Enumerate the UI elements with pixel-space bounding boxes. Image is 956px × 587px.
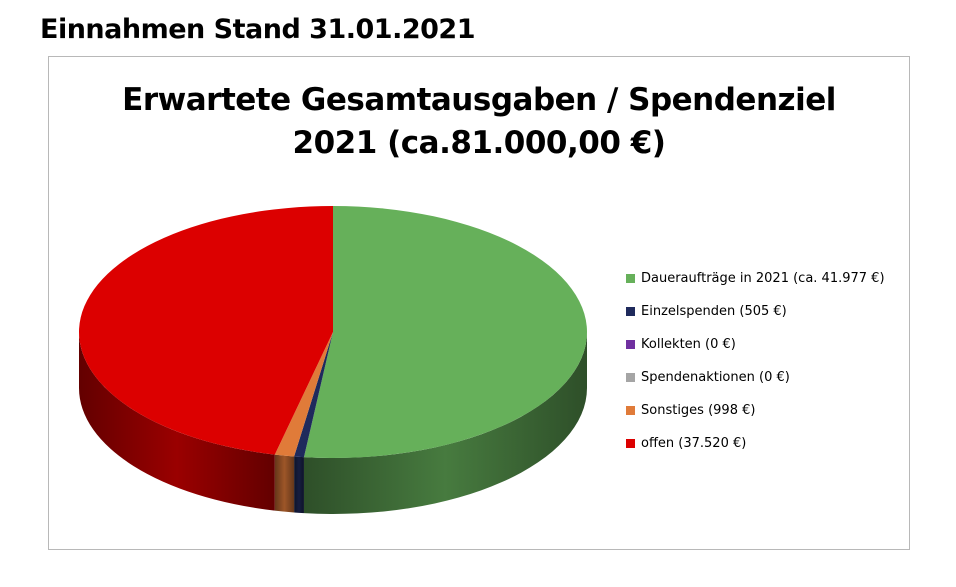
- pie-side-walls: [79, 332, 587, 514]
- pie-slice-1: [294, 332, 333, 458]
- chart-title-line-1: Erwartete Gesamtausgaben / Spendenziel: [122, 82, 836, 118]
- page-heading: Einnahmen Stand 31.01.2021: [40, 14, 475, 45]
- legend-label: Sonstiges (998 €): [641, 403, 756, 418]
- legend-item: Daueraufträge in 2021 (ca. 41.977 €): [626, 262, 885, 295]
- legend-swatch: [626, 439, 635, 448]
- pie-chart: [78, 206, 587, 514]
- legend-swatch: [626, 307, 635, 316]
- pie-side-4: [274, 454, 295, 513]
- chart-frame: Erwartete Gesamtausgaben / Spendenziel 2…: [48, 56, 910, 550]
- legend-label: Daueraufträge in 2021 (ca. 41.977 €): [641, 271, 885, 286]
- legend-item: offen (37.520 €): [626, 427, 885, 460]
- pie-slice-5: [78, 206, 333, 455]
- chart-legend: Daueraufträge in 2021 (ca. 41.977 €) Einz…: [626, 262, 885, 460]
- pie-slice-4: [274, 332, 333, 457]
- legend-swatch: [626, 406, 635, 415]
- legend-item: Spendenaktionen (0 €): [626, 361, 885, 394]
- pie-top: [78, 206, 587, 458]
- legend-swatch: [626, 373, 635, 382]
- legend-label: offen (37.520 €): [641, 436, 747, 451]
- legend-label: Kollekten (0 €): [641, 337, 736, 352]
- legend-label: Einzelspenden (505 €): [641, 304, 787, 319]
- legend-label: Spendenaktionen (0 €): [641, 370, 790, 385]
- pie-side-5: [79, 332, 275, 511]
- pie-side-1: [294, 456, 304, 514]
- chart-title: Erwartete Gesamtausgaben / Spendenziel 2…: [49, 79, 909, 165]
- legend-item: Einzelspenden (505 €): [626, 295, 885, 328]
- legend-swatch: [626, 274, 635, 283]
- legend-item: Sonstiges (998 €): [626, 394, 885, 427]
- pie-side-0: [303, 332, 587, 514]
- pie-slice-0: [303, 206, 587, 458]
- legend-swatch: [626, 340, 635, 349]
- chart-title-line-2: 2021 (ca.81.000,00 €): [292, 125, 666, 161]
- legend-item: Kollekten (0 €): [626, 328, 885, 361]
